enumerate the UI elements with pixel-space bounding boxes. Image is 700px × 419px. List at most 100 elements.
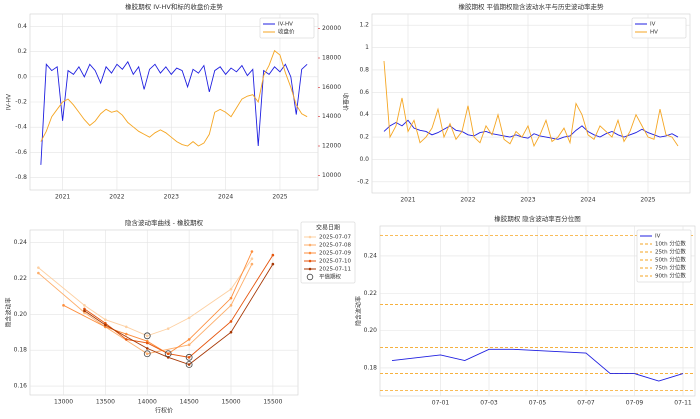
y-tick-label: 0.8 [359,66,369,73]
y-tick-label: 0.18 [14,347,28,354]
x-tick-label: 13000 [54,399,73,406]
legend-label: 收盘价 [278,28,295,36]
y-tick-label: -0.2 [15,99,27,106]
legend-swatch-marker [308,259,312,263]
point-marker [125,338,128,341]
point-marker [83,309,86,313]
x-tick-label: 15000 [221,399,240,406]
x-tick-label: 2024 [580,197,595,204]
y-axis-label: IV-HV [6,93,13,110]
point-marker [187,338,191,341]
legend-label: 2025-07-10 [319,259,351,265]
atm-marker [185,361,193,368]
chart-title: 隐含波动率曲线 - 橡胶期权 [125,218,203,227]
atm-marker [143,350,151,358]
x-tick-label: 13500 [96,399,115,406]
legend-label: IV [655,234,661,240]
point-marker [229,330,233,334]
y-tick-label: 0.24 [364,252,378,259]
point-marker [145,339,149,343]
x-tick-label: 07-11 [674,400,692,407]
legend-label: 75th 分位数 [655,264,686,272]
point-marker [145,352,149,356]
legend-swatch-marker [308,267,312,271]
y-tick-label: 0.22 [364,290,378,297]
point-marker [83,304,86,307]
plot-area [371,13,691,194]
series-line [63,251,253,355]
legend-label: HV [650,30,658,36]
legend-label: 2025-07-08 [319,243,351,249]
legend-label: 10th 分位数 [655,240,686,248]
legend-label: 2025-07-07 [319,235,351,241]
y2-tick-label: 14000 [322,113,341,120]
legend-label: 2025-07-09 [319,251,351,257]
x-tick-label: 14000 [138,399,157,406]
y-tick-label: 0.2 [359,134,369,141]
legend-box [259,17,315,39]
legend-swatch [306,273,314,281]
plot-area [29,229,299,396]
x-tick-label: 07-07 [577,400,595,407]
y-tick-label: 0.4 [359,111,369,118]
legend-label: 50th 分位数 [655,256,686,264]
y2-axis-label: 收盘价 [342,93,350,111]
x-tick-label: 07-05 [529,400,547,407]
y-tick-label: 1.2 [359,22,369,29]
x-tick-label: 2025 [640,197,655,204]
point-marker [187,363,191,366]
point-marker [83,307,86,311]
x-tick-label: 15500 [263,399,282,406]
y2-tick-label: 18000 [322,55,341,62]
point-marker [229,304,233,307]
point-marker [271,253,275,257]
point-marker [104,321,107,325]
atm-marker [164,350,172,358]
x-tick-label: 2022 [109,194,124,201]
y-tick-label: 0.16 [14,383,28,390]
point-marker [250,257,254,260]
legend-label: 90th 分位数 [655,272,686,280]
point-marker [145,347,149,350]
legend-box [636,229,692,283]
x-tick-label: 2023 [164,194,179,201]
chart-title: 橡胶期权 平值期权隐含波动水平与历史波动率走势 [458,2,604,11]
series-line [391,348,684,382]
y-tick-label: 0.4 [17,23,27,30]
point-marker [187,343,191,347]
point-marker [125,332,128,336]
point-marker [271,262,275,266]
x-tick-label: 2021 [55,194,70,201]
point-marker [250,250,254,253]
point-marker [145,334,149,338]
y-tick-label: -0.8 [15,174,27,181]
legend-swatch-marker [308,243,312,247]
legend-label: 25th 分位数 [655,248,686,256]
y-tick-label: 1 [365,44,369,51]
y2-tick-label: 12000 [322,143,341,150]
x-tick-label: 2021 [400,197,415,204]
point-marker [229,296,233,300]
series-line [40,49,308,147]
series-line [84,254,274,358]
x-tick-label: 2022 [460,197,475,204]
x-tick-label: 2023 [520,197,535,204]
y-tick-label: 0.24 [14,239,28,246]
legend-swatch-marker [308,251,312,255]
legend-label: 平值期权 [319,273,342,281]
legend-label: IV-HV [278,22,293,28]
point-marker [229,287,233,291]
atm-marker [185,353,193,361]
point-marker [145,341,149,345]
point-marker [166,327,170,330]
y2-tick-label: 20000 [322,25,341,32]
legend-label: IV [650,22,656,28]
legend-swatch-marker [308,235,312,239]
point-marker [83,311,86,314]
y-tick-label: 0.18 [364,364,378,371]
x-axis-label: 行权价 [155,407,173,415]
point-marker [104,318,107,321]
y-tick-label: 0.20 [364,327,378,334]
x-tick-label: 14500 [180,399,199,406]
chart-title: 橡胶期权 隐含波动率百分位图 [494,214,581,223]
